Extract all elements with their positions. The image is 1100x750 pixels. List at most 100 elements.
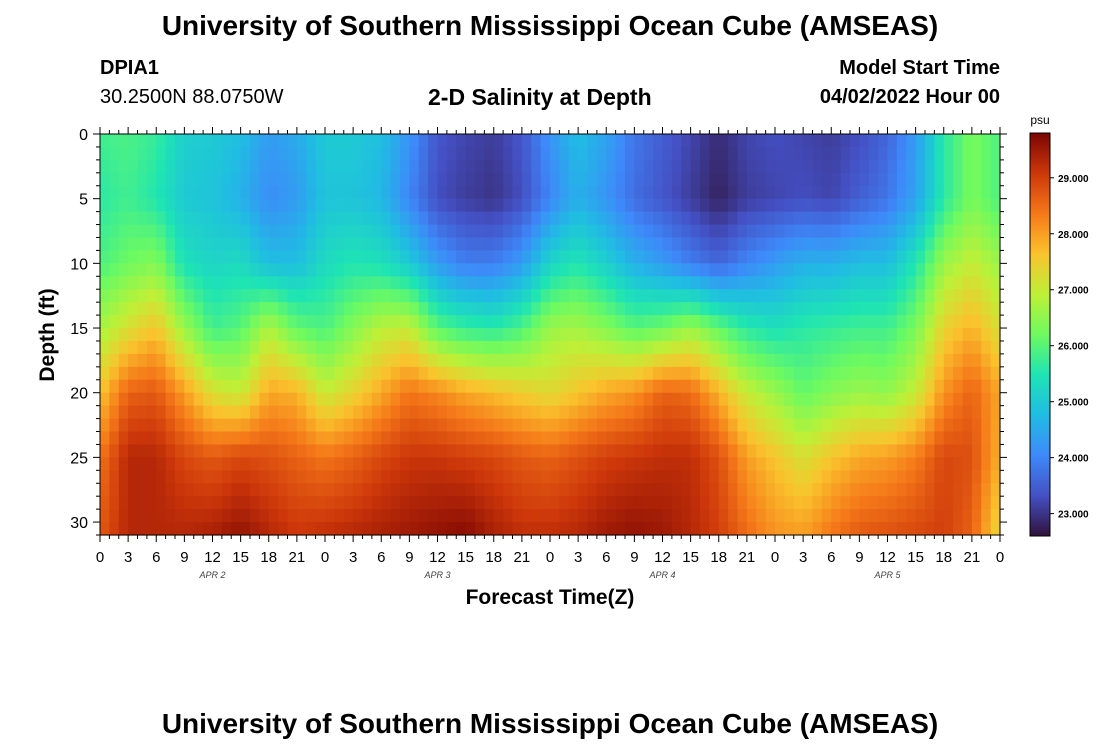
heatmap-cell — [915, 340, 926, 355]
heatmap-cell — [690, 431, 701, 446]
heatmap-cell — [184, 353, 195, 368]
heatmap-cell — [671, 444, 682, 458]
heatmap-cell — [371, 353, 382, 368]
heatmap-cell — [615, 237, 626, 252]
heatmap-cell — [465, 302, 476, 316]
heatmap-cell — [896, 483, 907, 497]
heatmap-cell — [371, 211, 382, 226]
heatmap-cell — [784, 509, 795, 523]
heatmap-cell — [662, 366, 673, 381]
heatmap-cell — [943, 302, 954, 316]
heatmap-cell — [596, 444, 607, 458]
heatmap-cell — [737, 315, 748, 329]
heatmap-cell — [109, 159, 120, 174]
heatmap-cell — [981, 405, 992, 420]
heatmap-cell — [906, 211, 917, 226]
heatmap-cell — [971, 353, 982, 368]
heatmap-cell — [503, 146, 514, 161]
heatmap-cell — [146, 211, 157, 226]
heatmap-cell — [831, 496, 842, 510]
heatmap-cell — [334, 392, 345, 407]
heatmap-cell — [821, 302, 832, 316]
heatmap-cell — [840, 340, 851, 355]
heatmap-cell — [971, 289, 982, 303]
heatmap-cell — [109, 405, 120, 420]
heatmap-cell — [446, 509, 457, 523]
heatmap-cell — [240, 224, 251, 239]
heatmap-cell — [221, 470, 232, 484]
heatmap-cell — [971, 146, 982, 161]
heatmap-cell — [315, 353, 326, 368]
heatmap-cell — [878, 457, 889, 471]
heatmap-cell — [540, 522, 551, 536]
heatmap-cell — [850, 134, 860, 148]
heatmap-cell — [728, 509, 739, 523]
heatmap-cell — [268, 250, 279, 264]
heatmap-cell — [531, 185, 542, 200]
heatmap-cell — [287, 328, 298, 342]
heatmap-cell — [906, 185, 917, 200]
heatmap-cell — [315, 250, 326, 264]
heatmap-cell — [531, 276, 542, 290]
heatmap-cell — [250, 134, 260, 148]
heatmap-cell — [287, 444, 298, 458]
heatmap-cell — [775, 302, 785, 316]
heatmap-cell — [615, 405, 626, 420]
heatmap-cell — [850, 470, 860, 484]
heatmap-cell — [231, 315, 242, 329]
heatmap-cell — [821, 250, 832, 264]
heatmap-cell — [381, 353, 392, 368]
heatmap-cell — [728, 405, 739, 420]
heatmap-cell — [418, 289, 429, 303]
heatmap-cell — [371, 172, 382, 187]
heatmap-cell — [493, 379, 504, 394]
heatmap-cell — [868, 276, 879, 290]
heatmap-cell — [634, 431, 645, 446]
heatmap-cell — [240, 211, 251, 226]
heatmap-cell — [943, 353, 954, 368]
heatmap-cell — [981, 172, 992, 187]
heatmap-cell — [146, 328, 157, 342]
heatmap-cell — [568, 522, 579, 536]
heatmap-cell — [728, 289, 739, 303]
heatmap-cell — [353, 496, 364, 510]
heatmap-cell — [803, 302, 814, 316]
heatmap-cell — [193, 353, 204, 368]
heatmap-cell — [484, 405, 495, 420]
heatmap-cell — [465, 353, 476, 368]
heatmap-cell — [765, 509, 776, 523]
heatmap-cell — [418, 444, 429, 458]
heatmap-cell — [737, 366, 748, 381]
heatmap-cell — [943, 522, 954, 536]
heatmap-cell — [653, 289, 664, 303]
heatmap-cell — [362, 444, 373, 458]
heatmap-cell — [709, 328, 720, 342]
heatmap-cell — [737, 263, 748, 277]
heatmap-cell — [118, 496, 129, 510]
heatmap-cell — [915, 496, 926, 510]
heatmap-cell — [728, 146, 739, 161]
heatmap-cell — [465, 237, 476, 252]
heatmap-cell — [934, 405, 945, 420]
heatmap-cell — [203, 159, 214, 174]
heatmap-cell — [184, 172, 195, 187]
heatmap-cell — [118, 211, 129, 226]
heatmap-cell — [315, 340, 326, 355]
heatmap-cell — [428, 211, 439, 226]
heatmap-cell — [306, 483, 317, 497]
heatmap-cell — [306, 289, 317, 303]
heatmap-cell — [175, 522, 185, 536]
station-id: DPIA1 — [100, 57, 159, 79]
heatmap-cell — [662, 392, 673, 407]
heatmap-cell — [353, 509, 364, 523]
heatmap-cell — [259, 483, 270, 497]
heatmap-cell — [775, 340, 785, 355]
heatmap-cell — [521, 431, 532, 446]
heatmap-cell — [615, 250, 626, 264]
heatmap-cell — [156, 418, 167, 433]
heatmap-cell — [953, 237, 964, 252]
heatmap-cell — [325, 366, 335, 381]
heatmap-cell — [840, 522, 851, 536]
heatmap-cell — [475, 146, 485, 161]
heatmap-cell — [587, 431, 598, 446]
